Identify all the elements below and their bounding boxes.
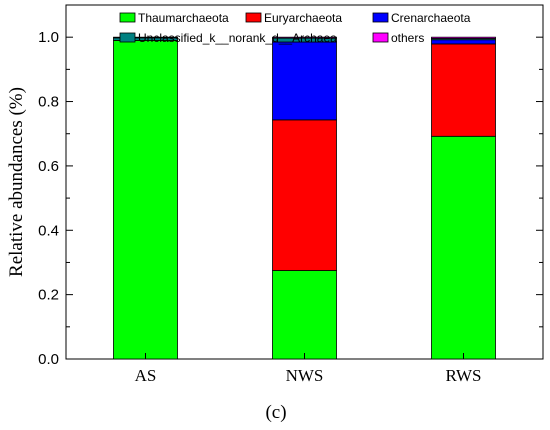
y-tick-label: 0.8 <box>38 94 59 111</box>
bar-segment-rws-crenarchaeota <box>431 39 496 45</box>
bar-segment-nws-crenarchaeota <box>272 41 337 121</box>
bar-segment-rws-euryarchaeota <box>431 43 496 137</box>
legend-label: others <box>391 31 424 45</box>
y-tick-label: 1.0 <box>38 29 59 46</box>
bar-segment-nws-euryarchaeota <box>272 119 337 271</box>
y-axis-title: Relative abundances (%) <box>6 87 27 277</box>
legend-label: Thaumarchaeota <box>138 11 229 25</box>
x-tick-label-rws: RWS <box>446 366 482 385</box>
legend: Thaumarchaeota Euryarchaeota Crenarchaeota… <box>119 11 471 45</box>
x-tick-label-nws: NWS <box>286 366 324 385</box>
figure-caption: (c) <box>265 402 286 423</box>
bar-segment-as-others <box>113 36 178 39</box>
bars-group <box>113 36 496 360</box>
bar-segment-nws-thaumarchaeota <box>272 270 337 360</box>
legend-label: Euryarchaeota <box>264 11 342 25</box>
y-tick-label: 0.4 <box>38 222 59 239</box>
y-tick-label: 0.6 <box>38 158 59 175</box>
y-axis: 0.0 0.2 0.4 0.6 0.8 1.0 <box>38 29 543 368</box>
legend-swatch <box>245 12 262 23</box>
bar-segment-rws-others <box>431 36 496 39</box>
bar-segment-nws-others <box>272 36 337 39</box>
x-axis: AS NWS RWS <box>135 353 482 385</box>
bar-segment-rws-thaumarchaeota <box>431 135 496 360</box>
y-tick-label: 0.2 <box>38 287 59 304</box>
legend-swatch <box>119 32 136 43</box>
legend-label: Crenarchaeota <box>391 11 471 25</box>
y-tick-label: 0.0 <box>38 351 59 368</box>
legend-label: Unclassified_k__norank_d__Archaea <box>138 31 337 45</box>
bar-segment-as-thaumarchaeota <box>113 40 178 360</box>
legend-swatch <box>372 32 389 43</box>
legend-swatch <box>119 12 136 23</box>
x-tick-label-as: AS <box>135 366 157 385</box>
legend-swatch <box>372 12 389 23</box>
